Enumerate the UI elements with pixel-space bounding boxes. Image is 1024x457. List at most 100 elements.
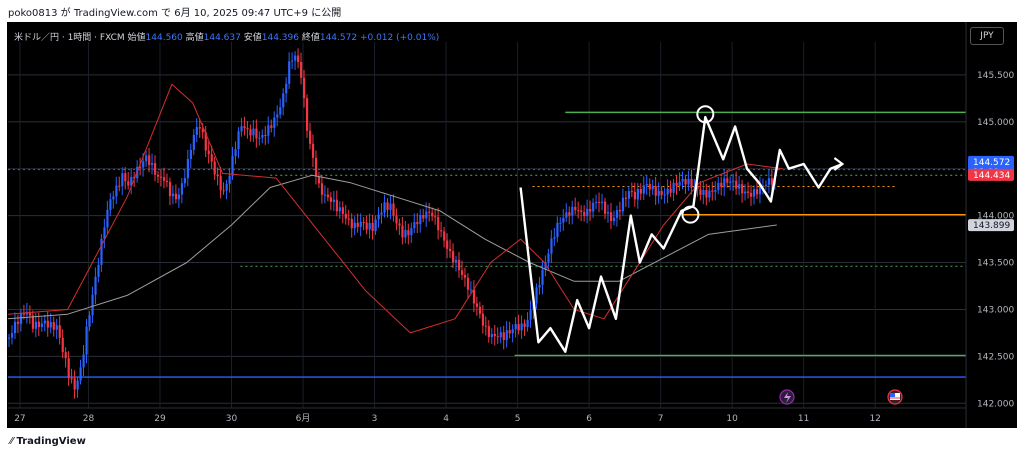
candle-body [761, 185, 765, 187]
candle-body [76, 380, 79, 390]
candle-body [517, 324, 520, 331]
candle-body [192, 134, 195, 150]
candle-body [109, 199, 112, 210]
candle-body [475, 303, 479, 307]
candle-body [434, 216, 437, 218]
candle-body [338, 207, 341, 212]
candle-body [526, 319, 529, 328]
candle-body [207, 150, 210, 155]
candle-body [541, 269, 544, 285]
candle-body [234, 149, 237, 157]
candle-body [446, 240, 449, 249]
candle-body [362, 221, 365, 223]
candle-body [645, 183, 648, 186]
candle-body [413, 222, 416, 229]
candle-body [770, 178, 774, 185]
candle-body [726, 178, 729, 183]
logo-text: TradingView [16, 436, 86, 447]
candle-body [261, 134, 264, 138]
candle-body [368, 222, 371, 230]
candle-body [306, 98, 309, 131]
candle-body [168, 181, 172, 197]
time-tick-label: 5 [515, 414, 521, 424]
candle-body [165, 180, 169, 182]
open-label: 始値 [127, 33, 146, 43]
time-tick-label: 29 [154, 414, 166, 424]
price-tag-box [968, 168, 1014, 181]
close-label: 終値 [301, 33, 320, 43]
candle-body [660, 190, 663, 195]
annotation-circle [696, 105, 715, 124]
candle-body [690, 178, 693, 188]
candle-body [431, 212, 434, 217]
candle-body [633, 191, 636, 200]
candle-body [139, 166, 142, 168]
candle-body [401, 225, 404, 238]
candle-body [440, 230, 443, 232]
candle-body [183, 178, 187, 184]
candle-body [663, 194, 666, 196]
candle-body [335, 199, 338, 212]
candle-body [70, 378, 73, 380]
candle-body [586, 208, 589, 217]
candle-body [314, 157, 318, 177]
candle-body [317, 176, 321, 184]
candle-body [359, 221, 362, 227]
candle-body [750, 192, 753, 197]
candle-body [639, 188, 642, 194]
candle-body [681, 179, 684, 182]
candle-body [31, 315, 35, 329]
candle-body [371, 222, 374, 232]
candle-body [13, 321, 17, 334]
candle-body [565, 212, 568, 218]
candle-body [723, 178, 726, 188]
candle-body [764, 184, 768, 186]
candle-body [499, 332, 502, 338]
low-value: 144.396 [261, 33, 299, 43]
candle-body [487, 326, 490, 338]
candle-body [571, 206, 574, 216]
candle-body [601, 201, 604, 203]
tradingview-logo[interactable]: ⁄⁄ TradingView [10, 436, 86, 447]
candle-body [64, 352, 67, 359]
candle-body [714, 190, 717, 192]
candle-body [612, 217, 616, 222]
candle-body [291, 60, 294, 62]
footer-bar [0, 428, 1024, 457]
candle-body [326, 194, 330, 198]
candle-body [702, 190, 705, 195]
candle-body [267, 125, 270, 136]
candle-body [577, 210, 580, 212]
annotation-circle [681, 205, 700, 224]
candle-body [544, 262, 547, 270]
candle-body [735, 180, 738, 189]
candle-body [43, 320, 46, 324]
candle-body [195, 127, 198, 135]
candle-body [478, 306, 482, 314]
candle-body [654, 186, 657, 196]
price-tick-label: 144.000 [977, 212, 1014, 222]
candle-body [708, 190, 711, 198]
chart-frame[interactable] [7, 22, 1017, 428]
price-tick-label: 142.000 [977, 399, 1014, 409]
candle-body [648, 183, 651, 190]
candle-body [25, 312, 29, 315]
annotation-arrow-head [833, 157, 845, 171]
candle-body [627, 191, 631, 199]
currency-button[interactable]: JPY [970, 27, 1004, 45]
candle-body [460, 270, 464, 275]
candle-body [210, 154, 213, 162]
time-tick-label: 27 [14, 414, 25, 424]
price-tick-label: 143.500 [977, 259, 1014, 269]
candle-body [615, 210, 619, 218]
candle-body [106, 209, 109, 228]
publish-text: poko0813 が TradingView.com で 6月 10, 2025… [8, 8, 342, 19]
candle-body [606, 212, 610, 214]
candle-body [115, 185, 118, 197]
candle-body [651, 186, 654, 190]
candle-body [583, 211, 586, 217]
candle-body [258, 137, 261, 139]
candle-body [753, 189, 756, 197]
candle-body [437, 216, 440, 231]
